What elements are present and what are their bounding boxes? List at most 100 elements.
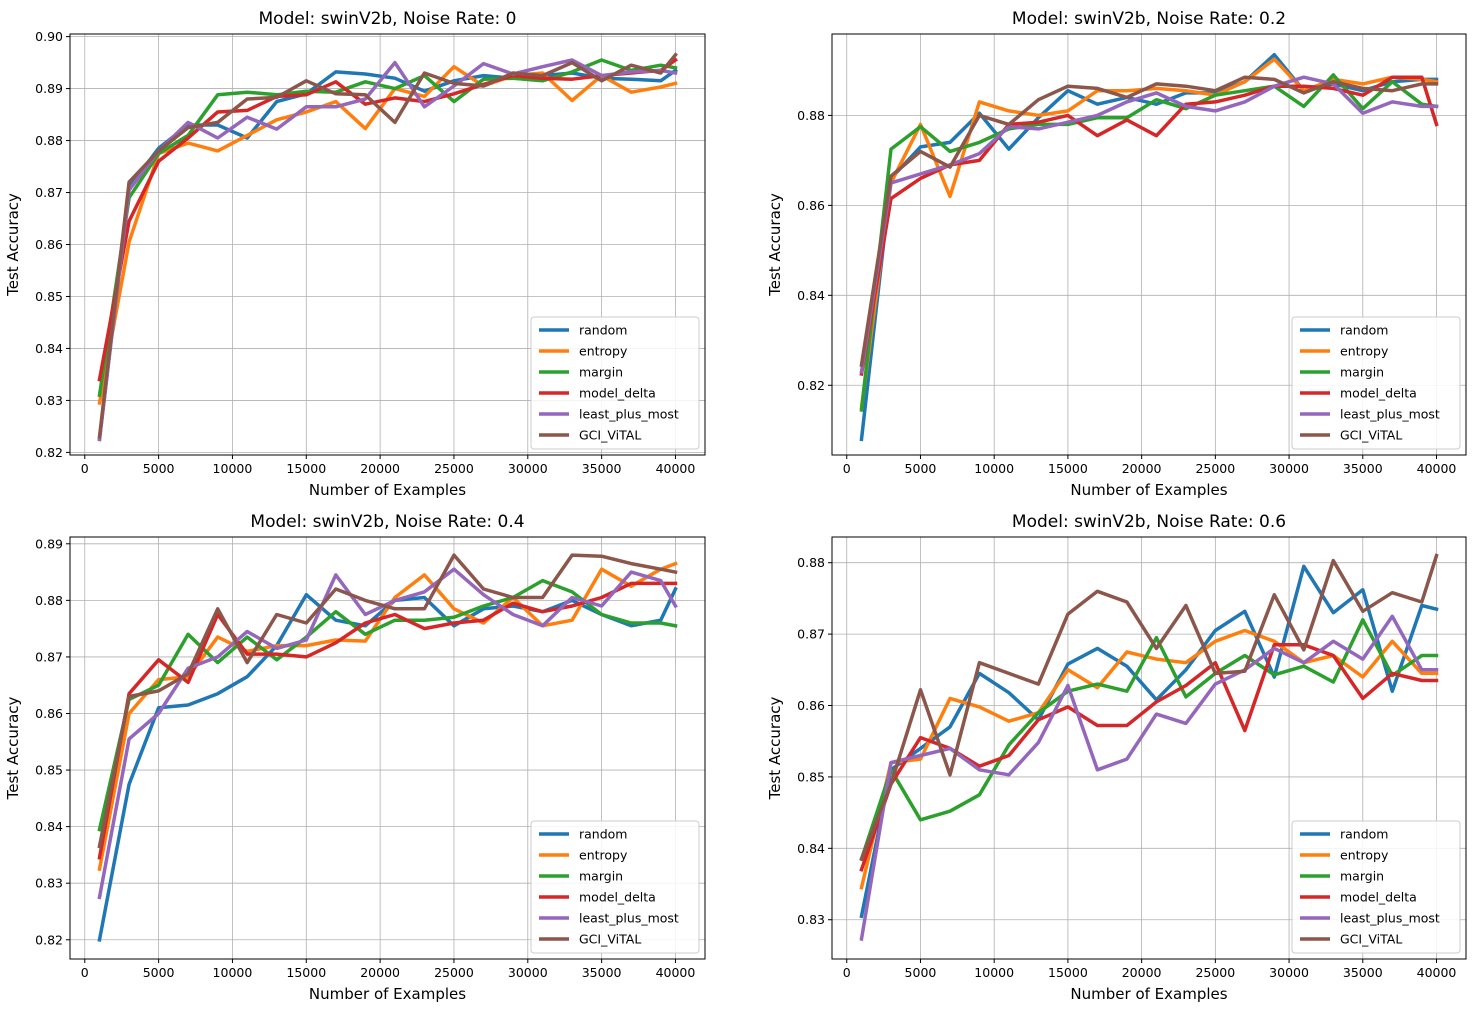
x-tick-label: 5000 bbox=[143, 965, 175, 980]
x-tick-label: 35000 bbox=[1343, 965, 1383, 980]
x-tick-label: 0 bbox=[81, 965, 89, 980]
series-line-entropy bbox=[859, 628, 1439, 890]
y-tick-label: 0.87 bbox=[797, 627, 825, 642]
legend: random entropy margin model_delta least_plus… bbox=[1291, 316, 1461, 450]
legend-label: least_plus_most bbox=[1340, 911, 1440, 926]
series-line-model-delta bbox=[859, 75, 1439, 377]
x-tick-label: 40000 bbox=[656, 965, 696, 980]
y-tick-label: 0.88 bbox=[797, 555, 825, 570]
series-lines bbox=[97, 52, 678, 442]
y-tick-label: 0.83 bbox=[35, 393, 63, 408]
legend: random entropy margin model_delta least_plus… bbox=[530, 820, 700, 954]
subplot-1: 0 5000 10000 15000 20000 25000 30000 35000 40000… bbox=[4, 9, 706, 499]
y-axis-label: Test Accuracy bbox=[766, 696, 784, 800]
x-tick-label: 25000 bbox=[434, 965, 474, 980]
x-tick-label: 35000 bbox=[1343, 461, 1383, 476]
x-axis-label: Number of Examples bbox=[309, 985, 466, 1003]
chart-title: Model: swinV2b, Noise Rate: 0.2 bbox=[1012, 9, 1286, 29]
legend-label: random bbox=[579, 323, 627, 338]
legend-label: model_delta bbox=[1340, 386, 1417, 401]
legend-label: margin bbox=[1340, 365, 1384, 380]
x-tick-label: 15000 bbox=[286, 965, 326, 980]
legend-box bbox=[1291, 820, 1461, 954]
legend: random entropy margin model_delta least_plus… bbox=[1291, 820, 1461, 954]
legend-label: random bbox=[1340, 323, 1388, 338]
series-line-margin bbox=[97, 578, 678, 832]
legend-label: random bbox=[579, 827, 627, 842]
y-tick-label: 0.82 bbox=[35, 445, 63, 460]
x-tick-label: 0 bbox=[843, 461, 851, 476]
legend-label: entropy bbox=[579, 344, 628, 359]
x-tick-label: 20000 bbox=[1122, 965, 1162, 980]
y-tick-label: 0.87 bbox=[35, 185, 63, 200]
y-tick-label: 0.89 bbox=[35, 81, 63, 96]
y-tick-label: 0.86 bbox=[797, 698, 825, 713]
series-line-model-delta bbox=[97, 581, 678, 860]
series-line-gci-vital bbox=[97, 553, 678, 849]
legend-label: entropy bbox=[579, 848, 628, 863]
x-tick-label: 20000 bbox=[360, 461, 400, 476]
x-tick-label: 20000 bbox=[360, 965, 400, 980]
y-axis-label: Test Accuracy bbox=[766, 193, 784, 297]
y-tick-label: 0.85 bbox=[797, 769, 825, 784]
series-line-least-plus-most bbox=[859, 614, 1439, 942]
legend-label: GCI_ViTAL bbox=[579, 428, 641, 443]
axes-frame bbox=[69, 536, 706, 960]
legend-label: margin bbox=[1340, 869, 1384, 884]
y-tick-label: 0.88 bbox=[35, 593, 63, 608]
subplot-3: 0 5000 10000 15000 20000 25000 30000 35000 40000… bbox=[4, 512, 706, 1003]
series-lines bbox=[859, 553, 1439, 942]
y-tick-label: 0.90 bbox=[35, 29, 63, 44]
series-line-random bbox=[859, 52, 1439, 442]
y-tick-label: 0.86 bbox=[797, 198, 825, 213]
series-line-gci-vital bbox=[97, 52, 678, 439]
x-tick-label: 35000 bbox=[582, 965, 622, 980]
legend-box bbox=[530, 316, 700, 450]
x-tick-label: 25000 bbox=[1195, 461, 1235, 476]
x-tick-label: 0 bbox=[81, 461, 89, 476]
legend-label: GCI_ViTAL bbox=[1340, 428, 1402, 443]
x-tick-label: 30000 bbox=[508, 461, 548, 476]
x-tick-label: 5000 bbox=[905, 461, 937, 476]
chart-title: Model: swinV2b, Noise Rate: 0.4 bbox=[250, 512, 524, 532]
legend-label: model_delta bbox=[579, 386, 656, 401]
subplot-2: 0 5000 10000 15000 20000 25000 30000 35000 40000… bbox=[766, 9, 1467, 499]
series-lines bbox=[859, 52, 1439, 442]
y-tick-label: 0.87 bbox=[35, 649, 63, 664]
y-tick-label: 0.83 bbox=[35, 876, 63, 891]
legend-label: margin bbox=[579, 869, 623, 884]
legend-label: entropy bbox=[1340, 848, 1389, 863]
x-tick-label: 10000 bbox=[213, 461, 253, 476]
legend-label: random bbox=[1340, 827, 1388, 842]
x-tick-label: 25000 bbox=[434, 461, 474, 476]
legend-label: margin bbox=[579, 365, 623, 380]
y-tick-label: 0.83 bbox=[797, 912, 825, 927]
x-tick-label: 20000 bbox=[1122, 461, 1162, 476]
series-line-gci-vital bbox=[859, 553, 1439, 862]
y-axis-label: Test Accuracy bbox=[4, 696, 22, 800]
legend-box bbox=[1291, 316, 1461, 450]
y-tick-label: 0.88 bbox=[797, 108, 825, 123]
x-tick-label: 25000 bbox=[1195, 965, 1235, 980]
series-line-least-plus-most bbox=[97, 567, 678, 900]
x-axis-label: Number of Examples bbox=[1070, 481, 1227, 499]
series-line-margin bbox=[859, 618, 1439, 862]
legend-label: least_plus_most bbox=[1340, 407, 1440, 422]
series-line-margin bbox=[97, 58, 678, 398]
axes-frame bbox=[831, 536, 1467, 960]
series-line-gci-vital bbox=[859, 75, 1439, 367]
x-axis-label: Number of Examples bbox=[309, 481, 466, 499]
x-tick-label: 10000 bbox=[974, 461, 1014, 476]
legend-label: least_plus_most bbox=[579, 407, 679, 422]
x-tick-label: 30000 bbox=[1269, 461, 1309, 476]
x-tick-label: 40000 bbox=[1417, 965, 1457, 980]
y-tick-label: 0.82 bbox=[35, 932, 63, 947]
y-tick-label: 0.84 bbox=[35, 819, 63, 834]
x-tick-label: 10000 bbox=[974, 965, 1014, 980]
x-tick-label: 15000 bbox=[286, 461, 326, 476]
x-tick-label: 10000 bbox=[213, 965, 253, 980]
y-tick-label: 0.85 bbox=[35, 763, 63, 778]
x-tick-label: 0 bbox=[843, 965, 851, 980]
